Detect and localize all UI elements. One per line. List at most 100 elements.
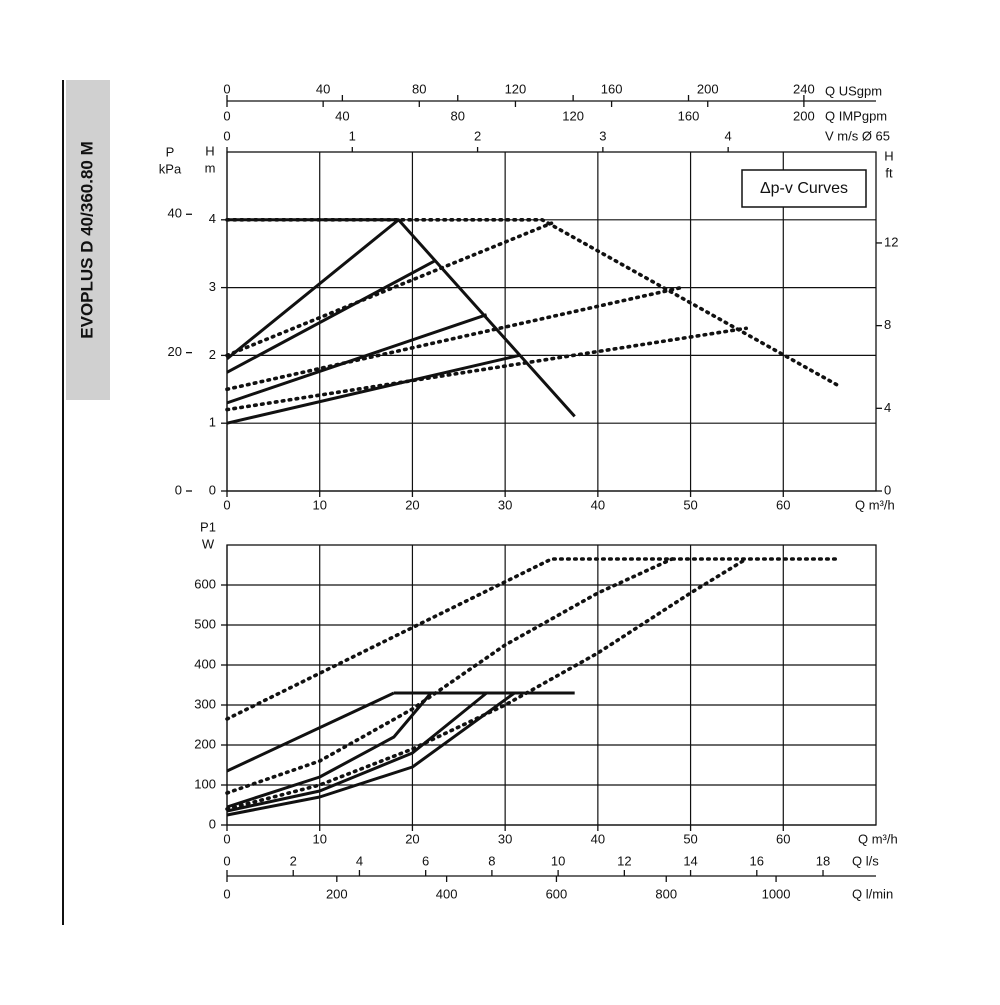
x-tick-label: 1000	[762, 886, 791, 901]
side-title: EVOPLUS D 40/360.80 M	[77, 141, 96, 338]
x-tick-label: 80	[451, 108, 465, 123]
x-tick-label: 40	[591, 831, 605, 846]
y-tick-label: 0	[884, 482, 891, 497]
x-tick-label: 800	[655, 886, 677, 901]
y-tick-label: 0	[175, 482, 182, 497]
x-tick-label: 160	[678, 108, 700, 123]
x-tick-label: 4	[356, 853, 363, 868]
y-tick-label: 500	[194, 616, 216, 631]
plot-frame	[226, 544, 877, 826]
x-tick-label: 0	[223, 81, 230, 96]
x-tick-label: 0	[223, 853, 230, 868]
axis-label: H	[884, 148, 893, 163]
x-tick-label: 4	[725, 128, 732, 143]
x-tick-label: 10	[312, 497, 326, 512]
solid-curve	[226, 691, 395, 773]
x-tick-label: 2	[474, 128, 481, 143]
x-tick-label: 30	[498, 831, 512, 846]
solid-curve	[226, 691, 516, 817]
solid-curve	[226, 259, 437, 374]
axis-label: Q m³/h	[855, 497, 895, 512]
x-tick-label: 50	[683, 831, 697, 846]
x-tick-label: 20	[405, 497, 419, 512]
y-tick-label: 0	[209, 482, 216, 497]
x-tick-label: 80	[412, 81, 426, 96]
y-tick-label: 3	[209, 279, 216, 294]
annotation: Δp-v Curves	[760, 180, 848, 197]
solid-curve	[226, 218, 400, 360]
axis-label: Q l/s	[852, 853, 879, 868]
y-tick-label: 600	[194, 576, 216, 591]
axis-label: m	[205, 160, 216, 175]
dotted-curve	[225, 557, 674, 795]
x-tick-label: 30	[498, 497, 512, 512]
y-tick-label: 0	[209, 816, 216, 831]
axis-label: H	[205, 143, 214, 158]
x-tick-label: 14	[683, 853, 697, 868]
axis-label: P	[166, 144, 175, 159]
x-tick-label: 160	[601, 81, 623, 96]
axis-label: P1	[200, 519, 216, 534]
x-tick-label: 60	[776, 831, 790, 846]
y-tick-label: 4	[884, 400, 891, 415]
solid-curve	[226, 692, 433, 809]
legend-box	[741, 169, 867, 208]
x-tick-label: 40	[591, 497, 605, 512]
y-tick-label: 200	[194, 736, 216, 751]
y-tick-label: 400	[194, 656, 216, 671]
plot-frame	[226, 151, 877, 492]
x-tick-label: 3	[599, 128, 606, 143]
dotted-curve	[225, 221, 554, 358]
axis-label: Q l/min	[852, 886, 893, 901]
x-tick-label: 6	[422, 853, 429, 868]
axis-label: ft	[885, 165, 893, 180]
y-tick-label: 20	[168, 344, 182, 359]
y-tick-label: 300	[194, 696, 216, 711]
x-tick-label: 200	[793, 108, 815, 123]
y-tick-label: 4	[209, 211, 216, 226]
x-tick-label: 10	[551, 853, 565, 868]
y-tick-label: 12	[884, 234, 898, 249]
x-tick-label: 120	[505, 81, 527, 96]
y-tick-label: 100	[194, 776, 216, 791]
axis-label: Q IMPgpm	[825, 108, 887, 123]
x-tick-label: 400	[436, 886, 458, 901]
x-tick-label: 200	[697, 81, 719, 96]
y-tick-label: 1	[209, 415, 216, 430]
x-tick-label: 50	[683, 497, 697, 512]
x-tick-label: 200	[326, 886, 348, 901]
x-tick-label: 40	[335, 108, 349, 123]
y-tick-label: 8	[884, 317, 891, 332]
x-tick-label: 60	[776, 497, 790, 512]
x-tick-label: 240	[793, 81, 815, 96]
x-tick-label: 16	[750, 853, 764, 868]
dotted-curve	[225, 557, 841, 721]
dotted-curve	[225, 285, 684, 392]
x-tick-label: 0	[223, 128, 230, 143]
x-tick-label: 0	[223, 108, 230, 123]
x-tick-label: 1	[349, 128, 356, 143]
x-tick-label: 120	[562, 108, 584, 123]
x-tick-label: 600	[546, 886, 568, 901]
side-title-box	[66, 80, 110, 400]
dotted-curve	[225, 326, 749, 412]
solid-curve	[226, 353, 520, 425]
solid-curve	[226, 691, 488, 813]
axis-label: Q m³/h	[858, 831, 898, 846]
dotted-curve	[225, 557, 749, 811]
y-tick-label: 2	[209, 347, 216, 362]
x-tick-label: 20	[405, 831, 419, 846]
x-tick-label: 0	[223, 831, 230, 846]
axis-label: V m/s Ø 65	[825, 128, 890, 143]
x-tick-label: 18	[816, 853, 830, 868]
y-tick-label: 40	[168, 206, 182, 221]
x-tick-label: 10	[312, 831, 326, 846]
x-tick-label: 2	[290, 853, 297, 868]
axis-label: kPa	[159, 161, 182, 176]
x-tick-label: 0	[223, 886, 230, 901]
x-tick-label: 0	[223, 497, 230, 512]
axis-label: W	[202, 536, 215, 551]
x-tick-label: 8	[488, 853, 495, 868]
x-tick-label: 12	[617, 853, 631, 868]
